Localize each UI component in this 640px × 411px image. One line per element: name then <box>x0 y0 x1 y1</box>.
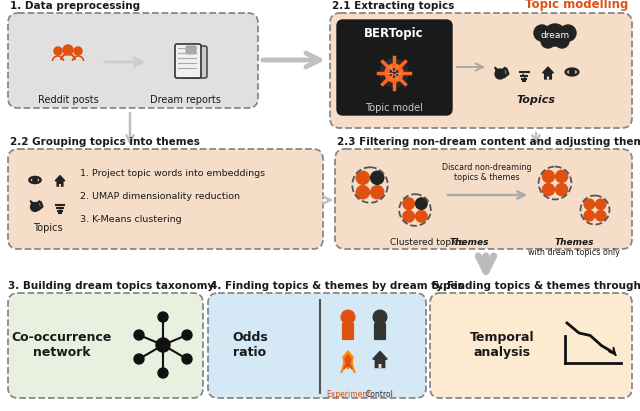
Polygon shape <box>36 201 40 204</box>
Circle shape <box>415 210 427 222</box>
Text: Co-occurrence
network: Co-occurrence network <box>12 331 112 359</box>
FancyBboxPatch shape <box>337 20 452 115</box>
Circle shape <box>415 198 427 210</box>
Circle shape <box>385 64 403 82</box>
Circle shape <box>390 69 398 77</box>
Circle shape <box>556 171 568 182</box>
FancyBboxPatch shape <box>547 76 549 80</box>
Text: 3. K-Means clustering: 3. K-Means clustering <box>80 215 182 224</box>
Circle shape <box>556 184 568 196</box>
Polygon shape <box>55 175 65 181</box>
Polygon shape <box>341 351 355 373</box>
FancyBboxPatch shape <box>374 359 385 368</box>
Text: Temporal
analysis: Temporal analysis <box>470 331 534 359</box>
Circle shape <box>584 210 595 221</box>
Circle shape <box>33 178 37 182</box>
Text: Reddit posts: Reddit posts <box>38 95 99 105</box>
Circle shape <box>495 69 505 79</box>
FancyBboxPatch shape <box>8 293 203 398</box>
Circle shape <box>371 171 384 185</box>
Circle shape <box>182 330 192 340</box>
Circle shape <box>560 25 576 41</box>
Text: with dream topics only: with dream topics only <box>528 247 620 256</box>
Text: Themes: Themes <box>554 238 594 247</box>
FancyBboxPatch shape <box>56 181 63 187</box>
Polygon shape <box>501 67 506 71</box>
Text: Topic model: Topic model <box>365 103 423 113</box>
Circle shape <box>555 34 569 48</box>
Text: Experiment: Experiment <box>326 390 370 399</box>
Text: BERTopic: BERTopic <box>364 28 424 41</box>
Circle shape <box>356 186 369 199</box>
Circle shape <box>541 34 555 48</box>
Text: Dream reports: Dream reports <box>150 95 220 105</box>
Text: 2.2 Grouping topics into themes: 2.2 Grouping topics into themes <box>10 137 200 147</box>
Text: 1. Data preprocessing: 1. Data preprocessing <box>10 1 140 11</box>
Text: Control: Control <box>366 390 394 399</box>
Circle shape <box>373 310 387 324</box>
Circle shape <box>54 47 62 55</box>
Circle shape <box>380 59 408 87</box>
Text: 2. UMAP dimensionality reduction: 2. UMAP dimensionality reduction <box>80 192 240 201</box>
Polygon shape <box>344 355 352 369</box>
FancyBboxPatch shape <box>181 46 207 78</box>
FancyBboxPatch shape <box>430 293 632 398</box>
Text: Odds
ratio: Odds ratio <box>232 331 268 359</box>
FancyBboxPatch shape <box>8 149 323 249</box>
FancyBboxPatch shape <box>335 149 632 249</box>
Polygon shape <box>30 201 34 204</box>
FancyBboxPatch shape <box>374 323 386 340</box>
Text: 2.1 Extracting topics: 2.1 Extracting topics <box>332 1 454 11</box>
Circle shape <box>534 25 550 41</box>
FancyBboxPatch shape <box>8 13 258 108</box>
Text: Clustered topics:: Clustered topics: <box>390 238 469 247</box>
Circle shape <box>182 354 192 364</box>
Polygon shape <box>372 351 387 359</box>
Circle shape <box>31 203 40 211</box>
Text: Discard non-dreaming
topics & themes: Discard non-dreaming topics & themes <box>442 163 532 182</box>
FancyBboxPatch shape <box>59 184 61 187</box>
Circle shape <box>403 210 415 222</box>
Text: Themes: Themes <box>450 238 490 247</box>
FancyBboxPatch shape <box>175 44 201 78</box>
Circle shape <box>371 186 384 199</box>
Circle shape <box>74 47 82 55</box>
FancyBboxPatch shape <box>379 364 381 368</box>
FancyBboxPatch shape <box>342 323 354 340</box>
Circle shape <box>595 210 606 221</box>
Circle shape <box>134 354 144 364</box>
Circle shape <box>158 312 168 322</box>
FancyBboxPatch shape <box>544 73 552 80</box>
Circle shape <box>356 171 369 185</box>
Circle shape <box>158 368 168 378</box>
Text: 2.3 Filtering non-dream content and adjusting themes: 2.3 Filtering non-dream content and adju… <box>337 137 640 147</box>
Text: 5. Finding topics & themes through time: 5. Finding topics & themes through time <box>432 281 640 291</box>
Circle shape <box>543 171 554 182</box>
Circle shape <box>403 198 415 210</box>
Polygon shape <box>543 67 554 73</box>
Circle shape <box>595 199 606 210</box>
FancyBboxPatch shape <box>330 13 632 128</box>
FancyBboxPatch shape <box>186 46 196 54</box>
Circle shape <box>544 24 566 46</box>
Text: 3. Building dream topics taxonomy: 3. Building dream topics taxonomy <box>8 281 214 291</box>
FancyBboxPatch shape <box>208 293 426 398</box>
Text: Topics: Topics <box>516 95 556 105</box>
Circle shape <box>584 199 595 210</box>
Text: 1. Project topic words into embeddings: 1. Project topic words into embeddings <box>80 169 265 178</box>
Circle shape <box>543 184 554 196</box>
Circle shape <box>156 338 170 352</box>
Circle shape <box>63 45 73 55</box>
Text: Topics: Topics <box>33 223 63 233</box>
Text: Topic modelling: Topic modelling <box>525 0 628 11</box>
Circle shape <box>341 310 355 324</box>
Text: 4. Finding topics & themes by dream types: 4. Finding topics & themes by dream type… <box>210 281 464 291</box>
Polygon shape <box>495 67 499 71</box>
Text: dream: dream <box>540 32 570 41</box>
Circle shape <box>134 330 144 340</box>
Circle shape <box>570 69 575 74</box>
